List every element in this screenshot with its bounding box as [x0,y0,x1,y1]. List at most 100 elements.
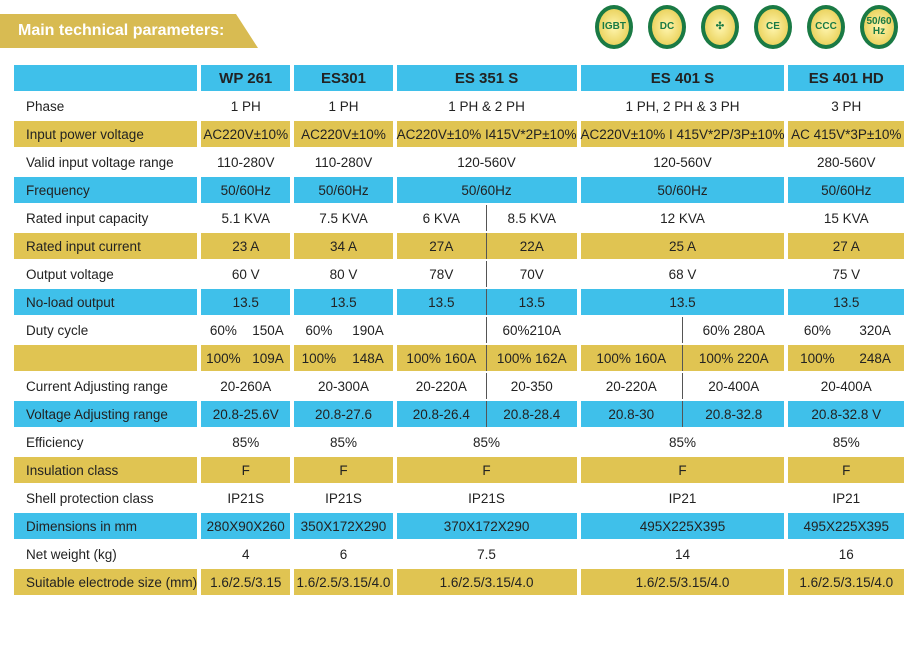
ce-badge-icon: CE [754,5,792,49]
column-header: ES 401 HD [788,65,904,91]
table-cell: 50/60Hz [580,177,785,203]
cell-part: 60% [305,322,333,338]
table-cell: 25 A [580,233,785,259]
row-label: Current Adjusting range [14,373,198,399]
cell-part: 100% [800,350,835,366]
table-cell: 1.6/2.5/3.15/4.0 [788,569,904,595]
split-cell: 100% 248A [788,345,904,371]
certification-badges: IGBT DC ✣ CE CCC 50/60 Hz [595,5,898,49]
table-cell: 6 KVA 8.5 KVA [396,205,577,231]
table-cell: 85% [396,429,577,455]
cell-part: 78V [429,266,454,282]
row-label: Dimensions in mm [14,513,198,539]
table-cell: 100% 148A [294,345,393,371]
table-row: No-load output 13.5 13.5 13.5 13.5 13.5 13.5 [14,289,904,315]
column-header: ES 401 S [580,65,785,91]
cell-part: 8.5 KVA [486,205,576,231]
table-cell: 110-280V [201,149,291,175]
table-cell: 20-220A 20-350 [396,373,577,399]
cell-part: 20-400A [682,373,784,399]
row-label: Suitable electrode size (mm) [14,569,198,595]
table-cell: 85% [788,429,904,455]
fan-badge-icon: ✣ [701,5,739,49]
table-cell: 20.8-25.6V [201,401,291,427]
row-label: Frequency [14,177,198,203]
column-header: ES 351 S [396,65,577,91]
table-cell: 20-300A [294,373,393,399]
row-label [14,345,198,371]
table-cell: 60%210A [396,317,577,343]
table-cell: F [788,457,904,483]
row-label: Voltage Adjusting range [14,401,198,427]
table-cell: 100% 160A 100% 220A [580,345,785,371]
table-cell: 20.8-27.6 [294,401,393,427]
split-cell: 20.8-26.4 20.8-28.4 [397,401,577,427]
cell-part: 6 KVA [422,210,460,226]
table-cell: 120-560V [580,149,785,175]
cell-part: 20.8-26.4 [412,406,470,422]
table-cell: 7.5 [396,541,577,567]
table-row: Current Adjusting range 20-260A 20-300A 20-… [14,373,904,399]
table-cell: 50/60Hz [788,177,904,203]
table-row: Input power voltage AC220V±10% AC220V±10% A… [14,121,904,147]
igbt-badge-icon: IGBT [595,5,633,49]
split-cell: 13.5 13.5 [397,289,577,315]
split-cell: 100% 109A [201,345,290,371]
row-label: Insulation class [14,457,198,483]
table-cell: 495X225X395 [788,513,904,539]
ccc-badge-icon: CCC [807,5,845,49]
table-row: Shell protection class IP21S IP21S IP21S IP2… [14,485,904,511]
table-cell: 280-560V [788,149,904,175]
table-row: Voltage Adjusting range 20.8-25.6V 20.8-27… [14,401,904,427]
page-title: Main technical parameters: [18,22,225,39]
cell-part: 100% 160A [596,350,667,366]
column-header: ES301 [294,65,393,91]
cell-part: 60% [803,322,831,338]
table-cell: AC 415V*3P±10% [788,121,904,147]
cell-part: 100% [301,350,337,366]
table-cell: 3 PH [788,93,904,119]
cell-part: 100% 220A [682,345,784,371]
table-cell: 20.8-26.4 20.8-28.4 [396,401,577,427]
table-cell: AC220V±10% I415V*2P±10% [396,121,577,147]
table-cell: IP21S [294,485,393,511]
table-row: Efficiency 85% 85% 85% 85% 85% [14,429,904,455]
table-cell: 1.6/2.5/3.15/4.0 [294,569,393,595]
cell-part: 20-350 [486,373,576,399]
row-label: Duty cycle [14,317,198,343]
table-cell: 60% 150A [201,317,291,343]
table-cell: 20-400A [788,373,904,399]
table-cell: 23 A [201,233,291,259]
table-cell: 14 [580,541,785,567]
table-cell: 34 A [294,233,393,259]
cell-part: 109A [252,350,284,366]
split-cell: 27A 22A [397,233,577,259]
table-row: Net weight (kg) 4 6 7.5 14 16 [14,541,904,567]
table-cell: F [396,457,577,483]
table-cell: 100% 160A 100% 162A [396,345,577,371]
cell-part: 100% 162A [486,345,576,371]
table-cell: 80 V [294,261,393,287]
table-cell: 60 V [201,261,291,287]
table-cell: 350X172X290 [294,513,393,539]
cell-part: 13.5 [428,294,455,310]
table-cell: 85% [201,429,291,455]
cell-part: 100% [206,350,241,366]
split-cell: 60%210A [397,317,577,343]
table-row: Phase 1 PH 1 PH 1 PH & 2 PH 1 PH, 2 PH & 3 P… [14,93,904,119]
table-cell: 1 PH & 2 PH [396,93,577,119]
table-cell: 1.6/2.5/3.15/4.0 [580,569,785,595]
row-label: Net weight (kg) [14,541,198,567]
cell-part: 190A [352,322,384,338]
table-cell: 20.8-32.8 V [788,401,904,427]
row-label: Phase [14,93,198,119]
table-cell: 50/60Hz [396,177,577,203]
table-row: Valid input voltage range 110-280V 110-280… [14,149,904,175]
table-cell: 13.5 [788,289,904,315]
table-cell: 60% 320A [788,317,904,343]
table-cell: 20-220A 20-400A [580,373,785,399]
cell-part: 22A [486,233,576,259]
table-cell: 1 PH [294,93,393,119]
row-label: Efficiency [14,429,198,455]
split-cell: 78V 70V [397,261,577,287]
